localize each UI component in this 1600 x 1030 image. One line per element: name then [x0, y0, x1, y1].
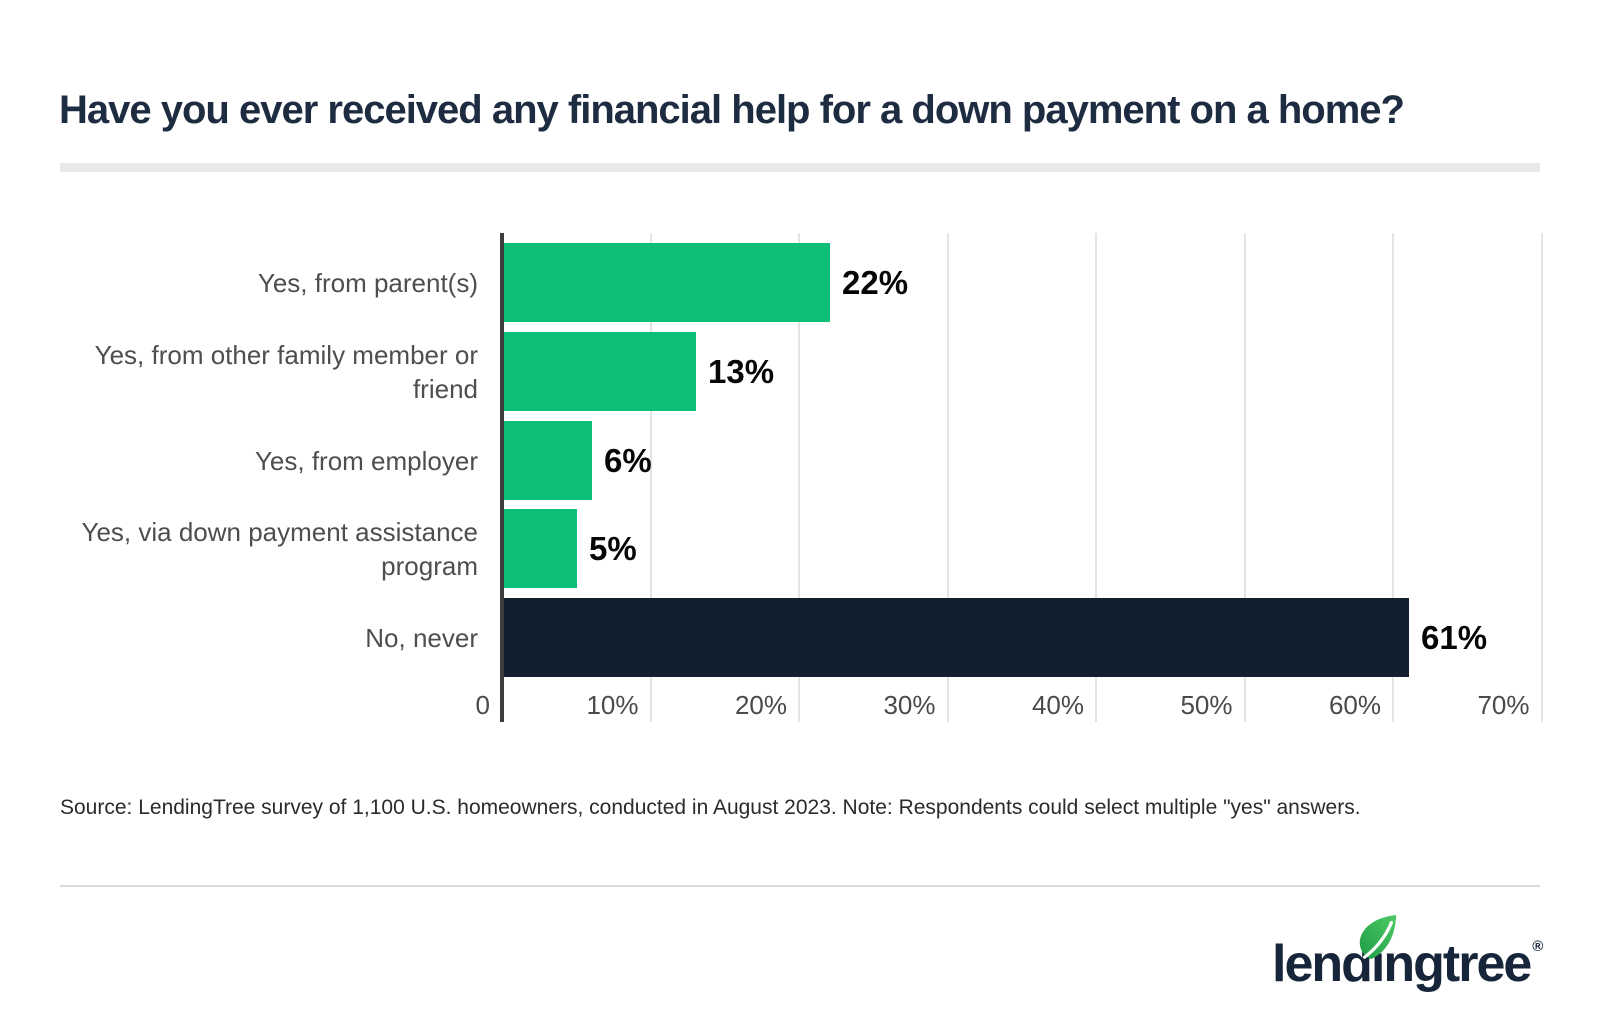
x-axis-tick-label: 70%	[1477, 690, 1530, 720]
x-axis-tick-label: 60%	[1328, 690, 1381, 720]
gridline	[1243, 233, 1246, 722]
gridline	[1392, 233, 1394, 722]
x-axis-tick-label: 40%	[1031, 690, 1084, 720]
logo-text-ngtree: ngtree	[1383, 935, 1532, 993]
lendingtree-logo: lendıngtree ®	[1272, 914, 1544, 993]
bar-yes-from-parent-s-	[503, 243, 830, 322]
x-axis-tick-label: 0	[475, 690, 490, 720]
registered-trademark-symbol: ®	[1532, 938, 1544, 955]
footer-divider	[60, 885, 1540, 887]
category-label: Yes, from employer	[254, 445, 478, 476]
value-label: 22%	[842, 263, 909, 301]
value-label: 6%	[604, 441, 652, 479]
gridline	[946, 233, 949, 722]
category-label: No, never	[365, 622, 478, 653]
bar-yes-via-down-payment-assistance-program	[503, 509, 577, 588]
gridline	[798, 233, 800, 722]
bar-yes-from-employer	[503, 421, 592, 500]
bar-yes-from-other-family-member-or-friend	[503, 332, 696, 411]
source-note: Source: LendingTree survey of 1,100 U.S.…	[60, 796, 1361, 819]
gridline	[649, 233, 652, 722]
logo-text-lend: lend	[1272, 935, 1373, 993]
title-divider	[60, 163, 1540, 172]
value-label: 13%	[708, 352, 775, 390]
x-axis-tick-label: 30%	[883, 690, 936, 720]
category-label: Yes, from other family member or friend	[94, 339, 478, 404]
gridline	[1095, 233, 1097, 722]
page-title: Have you ever received any financial hel…	[59, 88, 1405, 132]
value-label: 61%	[1421, 618, 1488, 656]
category-label: Yes, from parent(s)	[257, 267, 478, 298]
x-axis-tick-label: 20%	[734, 690, 787, 720]
bar-no-never	[503, 598, 1409, 677]
value-label: 5%	[589, 529, 637, 567]
gridline	[1540, 233, 1543, 722]
x-axis-tick-label: 10%	[586, 690, 639, 720]
x-axis-tick-label: 50%	[1180, 690, 1233, 720]
leaf-icon	[1359, 914, 1397, 960]
category-label: Yes, via down payment assistance program	[81, 516, 479, 581]
y-axis-line	[500, 233, 504, 722]
